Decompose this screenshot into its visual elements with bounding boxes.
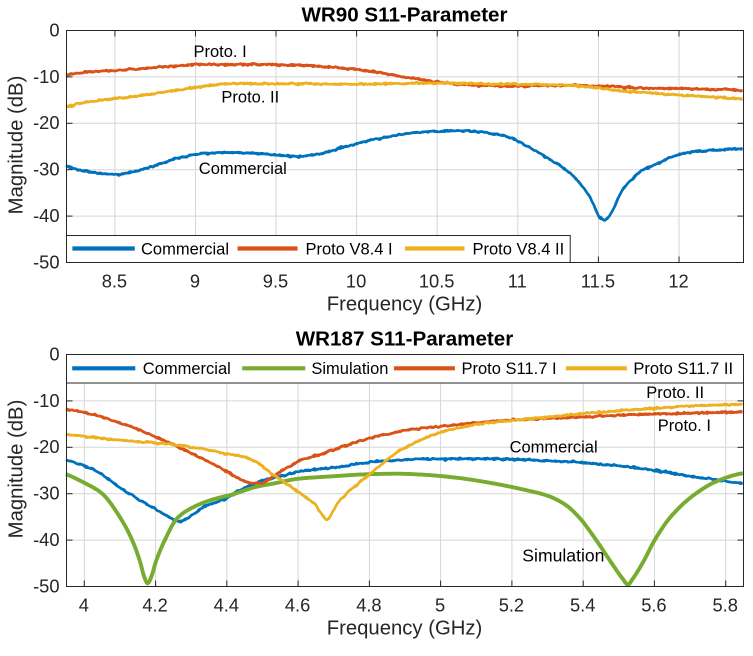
svg-text:0: 0 bbox=[49, 19, 59, 40]
svg-text:10.5: 10.5 bbox=[419, 271, 455, 292]
svg-text:Simulation: Simulation bbox=[522, 546, 604, 566]
svg-text:Proto. I: Proto. I bbox=[658, 417, 711, 435]
svg-text:Simulation: Simulation bbox=[311, 360, 388, 378]
svg-text:Proto V8.4 I: Proto V8.4 I bbox=[306, 241, 393, 259]
svg-text:Proto. I: Proto. I bbox=[194, 43, 247, 61]
svg-text:Commercial: Commercial bbox=[510, 439, 598, 457]
svg-text:Proto S11.7 I: Proto S11.7 I bbox=[462, 360, 557, 378]
svg-text:5.2: 5.2 bbox=[499, 595, 524, 616]
svg-text:Frequency (GHz): Frequency (GHz) bbox=[327, 294, 483, 316]
svg-text:4.4: 4.4 bbox=[214, 595, 239, 616]
svg-text:0: 0 bbox=[49, 343, 59, 364]
svg-text:-20: -20 bbox=[33, 436, 59, 457]
svg-text:11: 11 bbox=[508, 271, 527, 292]
svg-text:5: 5 bbox=[435, 595, 445, 616]
svg-text:-30: -30 bbox=[33, 483, 59, 504]
svg-text:11.5: 11.5 bbox=[581, 271, 615, 292]
svg-text:Commercial: Commercial bbox=[199, 160, 287, 178]
svg-text:WR187 S11-Parameter: WR187 S11-Parameter bbox=[296, 328, 514, 351]
svg-text:-50: -50 bbox=[33, 251, 59, 272]
svg-text:-50: -50 bbox=[33, 575, 59, 596]
svg-text:-10: -10 bbox=[33, 66, 59, 87]
svg-text:4: 4 bbox=[79, 595, 89, 616]
svg-text:5.8: 5.8 bbox=[712, 595, 737, 616]
svg-text:-10: -10 bbox=[33, 390, 59, 411]
svg-text:Commercial: Commercial bbox=[143, 360, 231, 378]
svg-text:9: 9 bbox=[190, 271, 200, 292]
svg-text:-40: -40 bbox=[33, 529, 59, 550]
svg-text:Proto. II: Proto. II bbox=[221, 88, 279, 106]
svg-text:Commercial: Commercial bbox=[141, 241, 229, 259]
svg-text:Proto S11.7 II: Proto S11.7 II bbox=[633, 360, 733, 378]
svg-text:4.6: 4.6 bbox=[285, 595, 310, 616]
svg-text:4.2: 4.2 bbox=[142, 595, 167, 616]
svg-text:-40: -40 bbox=[33, 205, 59, 226]
svg-text:-20: -20 bbox=[33, 112, 59, 133]
svg-text:10: 10 bbox=[346, 271, 366, 292]
svg-text:Magnitude (dB): Magnitude (dB) bbox=[6, 76, 28, 215]
svg-text:5.6: 5.6 bbox=[641, 595, 666, 616]
svg-text:-30: -30 bbox=[33, 159, 59, 180]
svg-text:8.5: 8.5 bbox=[102, 271, 127, 292]
svg-text:Proto V8.4 II: Proto V8.4 II bbox=[473, 241, 565, 259]
svg-text:WR90 S11-Parameter: WR90 S11-Parameter bbox=[301, 4, 507, 27]
svg-text:4.8: 4.8 bbox=[356, 595, 381, 616]
svg-text:Frequency (GHz): Frequency (GHz) bbox=[327, 618, 483, 640]
svg-text:Proto. II: Proto. II bbox=[646, 384, 704, 402]
svg-text:12: 12 bbox=[668, 271, 688, 292]
svg-text:9.5: 9.5 bbox=[263, 271, 288, 292]
svg-text:Magnitude (dB): Magnitude (dB) bbox=[6, 400, 28, 539]
svg-text:5.4: 5.4 bbox=[570, 595, 595, 616]
